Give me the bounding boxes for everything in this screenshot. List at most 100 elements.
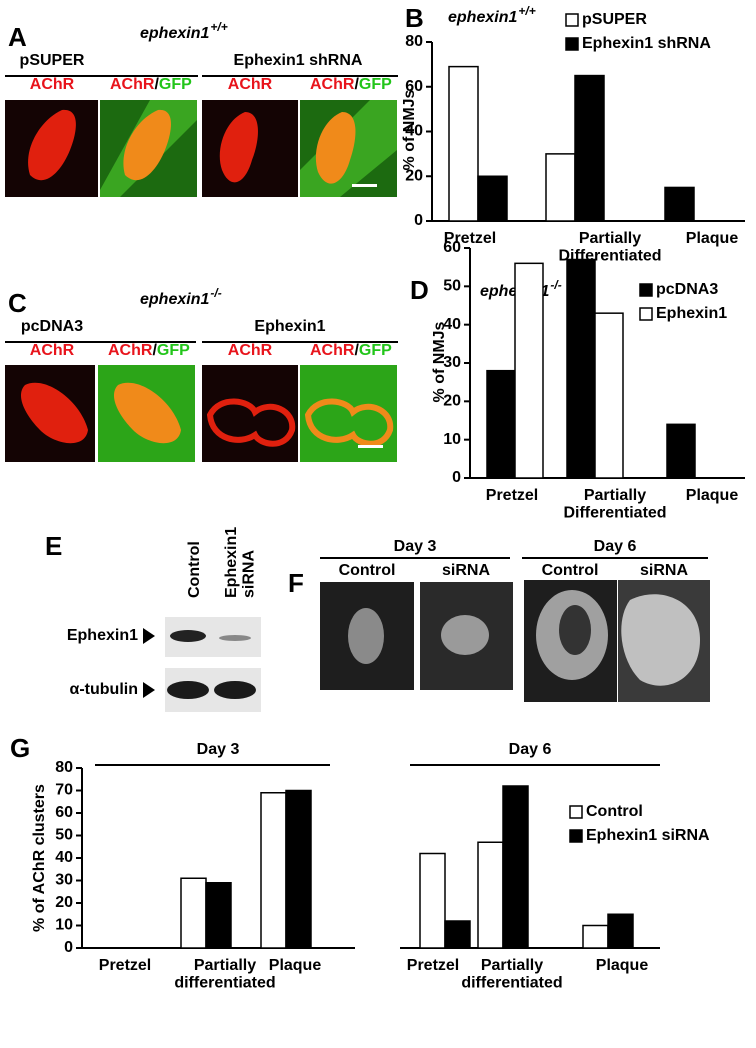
bar [574, 74, 605, 222]
merge-label: / [154, 76, 159, 93]
y-tick-label: 0 [64, 939, 73, 956]
panel-letter: A [8, 22, 27, 52]
chart-title: ephexin1 [448, 9, 517, 26]
x-tick-label: Pretzel [407, 957, 459, 974]
y-tick-label: 20 [443, 393, 461, 410]
y-tick-label: 80 [405, 33, 423, 50]
x-tick-label: Plaque [596, 957, 649, 974]
condition-label: Control [339, 562, 396, 579]
x-tick-label: Partially differentiated [461, 957, 562, 992]
y-tick-label: 60 [443, 239, 461, 256]
merge-label: AChR [310, 342, 355, 359]
merge-label: / [354, 76, 359, 93]
bar [180, 877, 207, 949]
legend-label: Ephexin1 siRNA [586, 827, 710, 844]
merge-label: / [152, 342, 157, 359]
day-label: Day 6 [594, 538, 637, 555]
chart-title-sup: -/- [550, 278, 561, 292]
y-tick-label: 10 [443, 431, 461, 448]
header-rules [5, 75, 708, 766]
panel-letter: E [45, 531, 62, 561]
bar [514, 262, 544, 479]
x-tick-label: Partially differentiated [174, 957, 275, 992]
merge-label: GFP [159, 76, 192, 93]
band-label: α-tubulin [70, 681, 138, 698]
y-tick-label: 0 [414, 212, 423, 229]
merge-label: GFP [359, 76, 392, 93]
day-label: Day 3 [394, 538, 437, 555]
bar [666, 423, 696, 479]
y-axis-label: % of AChR clusters [31, 784, 48, 932]
band-label: Ephexin1 [67, 627, 138, 644]
legend-swatch [639, 283, 653, 297]
x-tick-label: Pretzel [444, 230, 496, 247]
image-row-f [320, 580, 710, 702]
bar [545, 153, 576, 222]
y-tick-label: 30 [443, 354, 461, 371]
group-label: Day 3 [197, 741, 240, 758]
y-axis-label: % of NMJs [401, 89, 418, 170]
condition-label: Control [542, 562, 599, 579]
legend-swatch [569, 829, 583, 843]
merge-label: GFP [157, 342, 190, 359]
image-row-a [5, 100, 397, 197]
bar [419, 852, 446, 949]
bar [260, 792, 287, 949]
y-tick-label: 0 [452, 469, 461, 486]
y-tick-label: 20 [405, 167, 423, 184]
legend-swatch [639, 307, 653, 321]
condition-label: pcDNA3 [21, 318, 83, 335]
y-axis-label: % of NMJs [431, 321, 448, 402]
bar [607, 913, 634, 949]
genotype: ephexin1 [140, 25, 209, 42]
y-tick-label: 60 [405, 78, 423, 95]
bar [566, 258, 596, 479]
y-tick-label: 40 [405, 123, 423, 140]
bar [477, 175, 508, 222]
x-tick-label: Partially Differentiated [563, 487, 666, 522]
y-tick-label: 30 [55, 872, 73, 889]
group-label: Day 6 [509, 741, 552, 758]
y-tick-label: 50 [443, 278, 461, 295]
bar [444, 920, 471, 949]
panel-letter: D [410, 275, 429, 305]
bar [477, 841, 504, 949]
legend-swatch [569, 805, 583, 819]
bar [448, 65, 479, 222]
y-tick-label: 20 [55, 894, 73, 911]
condition-label: Ephexin1 [254, 318, 325, 335]
bar [205, 882, 232, 949]
x-tick-label: Pretzel [486, 487, 538, 504]
condition-label: siRNA [442, 562, 490, 579]
bar [502, 785, 529, 949]
lane-label: Control [186, 541, 203, 598]
bar [582, 924, 609, 949]
condition-label: siRNA [640, 562, 688, 579]
legend-label: Control [586, 803, 643, 820]
x-tick-label: Pretzel [99, 957, 151, 974]
merge-label: GFP [359, 342, 392, 359]
y-tick-label: 50 [55, 827, 73, 844]
condition-label: Ephexin1 shRNA [234, 52, 363, 69]
panel-letter: B [405, 3, 424, 33]
merge-label: AChR [110, 76, 155, 93]
channel-label: AChR [228, 342, 273, 359]
channel-label: AChR [228, 76, 273, 93]
y-tick-label: 40 [443, 316, 461, 333]
legend-swatch [565, 13, 579, 27]
condition-label: pSUPER [20, 52, 85, 69]
x-tick-label: Plaque [686, 487, 739, 504]
image-row-c [5, 365, 397, 462]
legend-label: Ephexin1 shRNA [582, 35, 711, 52]
legend-label: pcDNA3 [656, 281, 718, 298]
western-blot [143, 617, 261, 712]
genotype: ephexin1 [140, 291, 209, 308]
chart-title-sup: +/+ [518, 4, 535, 18]
x-tick-label: Plaque [686, 230, 739, 247]
bar [664, 186, 695, 222]
y-tick-label: 40 [55, 849, 73, 866]
x-tick-label: Plaque [269, 957, 322, 974]
y-tick-label: 70 [55, 782, 73, 799]
legend-label: pSUPER [582, 11, 647, 28]
